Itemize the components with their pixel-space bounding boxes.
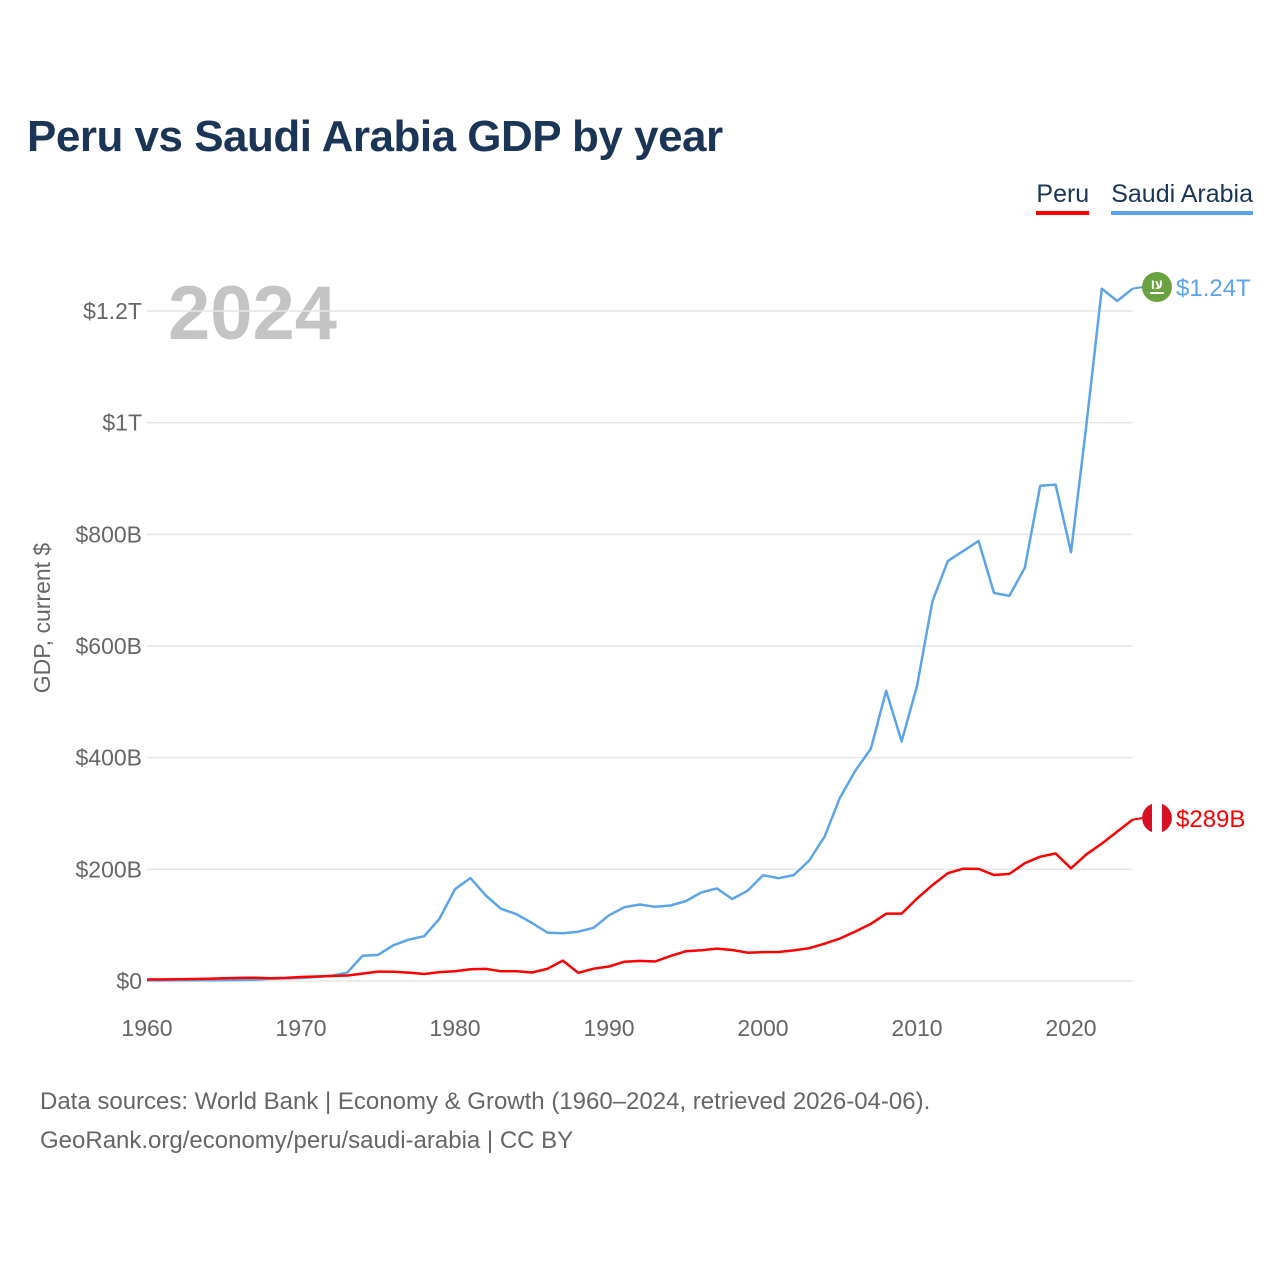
x-tick-label: 1970	[275, 1015, 326, 1041]
y-tick-label: $1.2T	[83, 298, 142, 324]
footer: Data sources: World Bank | Economy & Gro…	[40, 1082, 930, 1160]
saudi-arabia-flag-icon	[1142, 272, 1172, 302]
y-axis-title: GDP, current $	[29, 543, 55, 694]
end-value-label: $1.24T	[1176, 275, 1251, 302]
series-line-peru	[146, 818, 1134, 981]
series-line-saudi-arabia	[147, 287, 1134, 982]
legend-item-peru[interactable]: Peru	[1036, 180, 1090, 215]
y-tick-label: $200B	[75, 856, 142, 882]
end-connector	[1132, 286, 1144, 290]
y-tick-label: $800B	[75, 521, 142, 547]
legend: Peru Saudi Arabia	[1036, 180, 1253, 215]
x-tick-label: 2000	[737, 1015, 788, 1041]
y-tick-label: $1T	[102, 410, 142, 436]
legend-item-saudi-arabia[interactable]: Saudi Arabia	[1111, 180, 1253, 215]
y-tick-label: $600B	[75, 633, 142, 659]
year-label: 2024	[168, 271, 337, 356]
x-tick-label: 1990	[583, 1015, 634, 1041]
end-connector	[1132, 817, 1144, 821]
x-tick-label: 1960	[121, 1015, 172, 1041]
data-source-text: Data sources: World Bank | Economy & Gro…	[40, 1088, 931, 1115]
saudi-arabia-flag-sword-icon	[1150, 292, 1164, 294]
peru-flag-left-band-icon	[1142, 803, 1152, 833]
y-tick-label: $0	[116, 968, 142, 994]
x-tick-label: 2010	[891, 1015, 942, 1041]
end-value-label: $289B	[1176, 806, 1245, 833]
peru-flag-right-band-icon	[1162, 803, 1172, 833]
saudi-arabia-flag-script-icon: لاا	[1151, 279, 1163, 292]
x-tick-label: 1980	[429, 1015, 480, 1041]
y-tick-label: $400B	[75, 745, 142, 771]
x-tick-label: 2020	[1045, 1015, 1096, 1041]
source-link[interactable]: GeoRank.org/economy/peru/saudi-arabia | …	[40, 1127, 574, 1154]
chart-title: Peru vs Saudi Arabia GDP by year	[27, 112, 723, 161]
